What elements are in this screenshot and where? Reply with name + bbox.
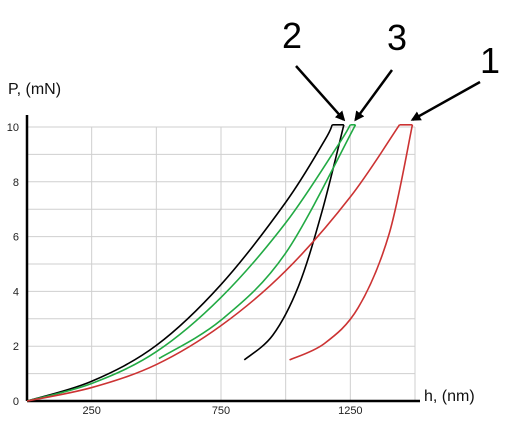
callout-arrow-3 xyxy=(354,69,394,122)
y-tick-label: 8 xyxy=(13,177,19,189)
series-1-unloading-curve xyxy=(243,124,345,361)
y-tick-label: 10 xyxy=(7,122,19,134)
callout-arrow-1 xyxy=(410,80,481,121)
series-1-loading-curve xyxy=(26,124,333,402)
callouts: 2 3 1 xyxy=(282,15,500,122)
x-tick-label: 250 xyxy=(82,405,100,417)
series-2-unloading-curve xyxy=(158,124,357,360)
series-2-loading-curve xyxy=(26,124,352,402)
callout-label-3: 3 xyxy=(387,17,407,58)
x-tick-label: 750 xyxy=(212,405,230,417)
x-axis-label: h, (nm) xyxy=(424,388,475,405)
tick-labels: 250 750 1250 0 2 4 6 8 10 xyxy=(7,122,363,417)
curves xyxy=(26,124,414,402)
grid-lines xyxy=(27,126,416,401)
callout-arrow-2 xyxy=(295,65,346,122)
y-tick-label: 4 xyxy=(13,286,19,298)
x-tick-label: 1250 xyxy=(338,405,362,417)
callout-label-1: 1 xyxy=(480,40,500,81)
y-tick-label: 0 xyxy=(13,396,19,408)
series-3-loading-curve xyxy=(26,124,401,402)
y-axis-label: P, (mN) xyxy=(8,81,61,98)
axes xyxy=(25,115,420,403)
callout-label-2: 2 xyxy=(282,15,302,56)
series-3-unloading-curve xyxy=(289,124,414,361)
y-tick-label: 2 xyxy=(13,341,19,353)
y-tick-label: 6 xyxy=(13,232,19,244)
